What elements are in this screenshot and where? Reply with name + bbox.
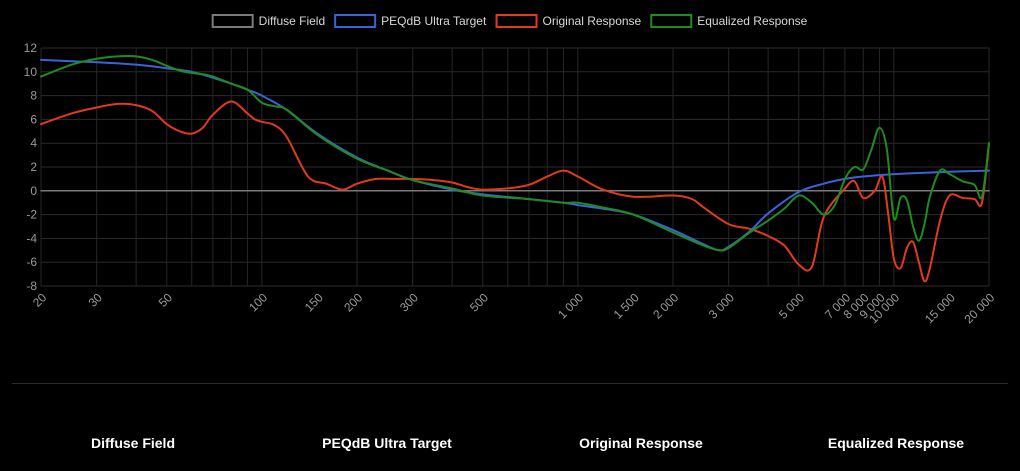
x-tick-label: 2 000 xyxy=(650,290,681,321)
y-tick-label: 4 xyxy=(30,136,37,150)
footer-label-diffuse-field: Diffuse Field xyxy=(90,435,176,451)
legend-item-peqdb-ultra-target[interactable]: PEQdB Ultra Target xyxy=(334,14,487,28)
chart-grid xyxy=(40,47,990,287)
legend-swatch xyxy=(495,14,538,28)
x-tick-label: 20 xyxy=(30,290,50,310)
y-tick-label: -8 xyxy=(26,279,37,293)
footer-label-equalized-response: Equalized Response xyxy=(827,435,965,451)
y-axis-ticks: 12 10 8 6 4 2 0 -2 -4 -6 -8 xyxy=(24,41,38,293)
section-divider xyxy=(12,383,1008,384)
x-tick-label: 15 000 xyxy=(922,290,958,326)
x-tick-label: 5 000 xyxy=(776,290,807,321)
legend-label: Original Response xyxy=(543,14,642,28)
x-tick-label: 150 xyxy=(302,290,326,314)
legend-item-diffuse-field[interactable]: Diffuse Field xyxy=(211,14,325,28)
x-tick-label: 3 000 xyxy=(706,290,737,321)
series-line-equalized-response xyxy=(40,54,990,252)
y-tick-label: 10 xyxy=(24,65,38,79)
y-tick-label: -2 xyxy=(26,208,37,222)
series-line-peqdb-ultra-target xyxy=(40,58,990,252)
y-tick-label: -4 xyxy=(26,231,37,245)
x-tick-label: 500 xyxy=(467,290,491,314)
y-tick-label: -6 xyxy=(26,255,37,269)
footer-label-original-response: Original Response xyxy=(579,435,703,451)
y-tick-label: 12 xyxy=(24,41,38,55)
series-line-original-response xyxy=(40,100,990,283)
legend-label: PEQdB Ultra Target xyxy=(381,14,487,28)
y-tick-label: 6 xyxy=(30,112,37,126)
x-axis-ticks: 20 30 50 100 150 200 300 500 1 000 1 500 2 000 3 00… xyxy=(30,290,998,326)
legend-label: Diffuse Field xyxy=(259,14,325,28)
y-tick-label: 2 xyxy=(30,160,37,174)
x-tick-label: 100 xyxy=(246,290,270,314)
y-tick-label: 0 xyxy=(30,184,37,198)
x-tick-label: 1 500 xyxy=(611,290,642,321)
x-tick-label: 50 xyxy=(156,290,176,310)
x-tick-label: 20 000 xyxy=(961,290,997,326)
chart-series xyxy=(40,54,990,283)
x-tick-label: 200 xyxy=(341,290,365,314)
x-tick-label: 300 xyxy=(397,290,421,314)
legend-swatch xyxy=(650,14,693,28)
x-tick-label: 30 xyxy=(86,290,106,310)
legend-swatch xyxy=(211,14,254,28)
chart-legend[interactable]: Diffuse Field PEQdB Ultra Target Original … xyxy=(211,14,808,28)
footer-label-peqdb-ultra-target: PEQdB Ultra Target xyxy=(322,435,452,451)
y-tick-label: 8 xyxy=(30,89,37,103)
footer-series-labels: Diffuse Field PEQdB Ultra Target Origina… xyxy=(0,435,1020,455)
x-tick-label: 1 000 xyxy=(555,290,586,321)
legend-label: Equalized Response xyxy=(697,14,807,28)
legend-item-equalized-response[interactable]: Equalized Response xyxy=(650,14,808,28)
legend-swatch xyxy=(334,14,377,28)
legend-item-original-response[interactable]: Original Response xyxy=(495,14,642,28)
